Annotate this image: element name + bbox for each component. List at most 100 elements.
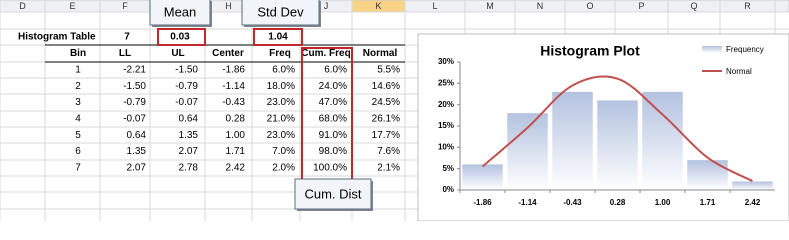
mean-value: 0.03 (170, 32, 190, 43)
table-cell: 23.0% (267, 130, 295, 141)
column-header: D (19, 1, 26, 11)
table-title: Histogram Table (18, 32, 96, 43)
table-header: UL (171, 48, 184, 59)
bin-count: 7 (124, 32, 130, 43)
line (481, 75, 753, 182)
cum-dist-callout-text: Cum. Dist (304, 186, 361, 201)
column-header: P (638, 1, 644, 11)
table-cell: 47.0% (319, 97, 347, 108)
table-cell: 5 (75, 130, 81, 141)
table-cell: -1.14 (222, 81, 245, 92)
table-cell: 0.28 (226, 114, 246, 125)
y-tick-label: 10% (438, 142, 454, 151)
bar (507, 113, 548, 190)
table-header: Freq (269, 48, 291, 59)
table-cell: 2 (75, 81, 81, 92)
x-tick-label: 1.00 (655, 198, 671, 207)
legend-label: Normal (726, 67, 752, 76)
x-tick-label: 2.42 (745, 198, 761, 207)
table-cell: -0.79 (175, 81, 198, 92)
table-cell: -2.21 (123, 65, 146, 76)
table-cell: 14.6% (372, 81, 400, 92)
legend-swatch (702, 46, 722, 53)
table-cell: 3 (75, 97, 81, 108)
table-header: Bin (70, 48, 86, 59)
table-cell: 98.0% (319, 146, 347, 157)
table-cell: 24.0% (319, 81, 347, 92)
table-cell: 2.42 (226, 162, 246, 173)
table-cell: -0.07 (175, 97, 198, 108)
y-tick-label: 30% (438, 57, 454, 66)
table-cell: 4 (75, 114, 81, 125)
mean-highlight (157, 28, 206, 46)
table-cell: 7 (75, 162, 81, 173)
table-cell: 2.0% (272, 162, 295, 173)
table-cell: 6 (75, 146, 81, 157)
table-cell: 1.35 (179, 130, 199, 141)
column-header: J (324, 1, 329, 11)
table-cell: 1.71 (226, 146, 246, 157)
table-cell: 0.64 (179, 114, 199, 125)
table-cell: -0.07 (123, 114, 146, 125)
y-tick-label: 20% (438, 100, 454, 109)
table-cell: -1.50 (123, 81, 146, 92)
column-header: M (486, 1, 494, 11)
spreadsheet-screenshot: D E F H J K L M N O P Q R Histogram Table 7 0.03 1.04 Bin… (0, 0, 789, 221)
table-header: Center (212, 48, 244, 59)
std-dev-value: 1.04 (268, 32, 288, 43)
table-cell: -0.43 (222, 97, 245, 108)
bar (687, 160, 728, 190)
column-header: L (432, 1, 437, 11)
table-header: Normal (363, 48, 398, 59)
table-cell: -1.50 (175, 65, 198, 76)
chart-title: Histogram Plot (540, 43, 640, 59)
y-tick-label: 5% (442, 164, 454, 173)
table-cell: 5.5% (377, 65, 400, 76)
table-cell: 24.5% (372, 97, 400, 108)
table-cell: -1.86 (222, 65, 245, 76)
table-cell: 1.00 (226, 130, 246, 141)
x-tick-label: -1.86 (473, 198, 492, 207)
table-cell: 100.0% (313, 162, 347, 173)
x-tick-label: -0.43 (563, 198, 582, 207)
table-cell: 7.0% (272, 146, 295, 157)
table-header: Cum. Freq (301, 48, 350, 59)
table-cell: 6.0% (272, 65, 295, 76)
table-cell: 2.07 (127, 162, 147, 173)
column-header: N (537, 1, 544, 11)
std-dev-highlight (253, 28, 303, 46)
table-cell: 2.1% (377, 162, 400, 173)
table-header: LL (119, 48, 131, 59)
bar (642, 91, 683, 190)
column-header: Q (690, 1, 697, 11)
table-cell: 21.0% (267, 114, 295, 125)
mean-callout (149, 0, 211, 26)
table-cell: 26.1% (372, 114, 400, 125)
table-cell: 91.0% (319, 130, 347, 141)
table-cell: 1 (75, 65, 81, 76)
y-tick-label: 0% (442, 185, 454, 194)
std-dev-callout-text: Std Dev (257, 4, 304, 19)
std-dev-callout (241, 0, 320, 26)
bar (552, 91, 593, 190)
table-cell: 18.0% (267, 81, 295, 92)
table-cell: 2.07 (179, 146, 199, 157)
column-header: K (375, 1, 381, 11)
table-cell: 6.0% (324, 65, 347, 76)
cum-dist-callout (294, 178, 372, 210)
chart: Histogram Plot 0% 5% 10% 15% 20% 25% 30% -1.86 -1… (417, 33, 789, 221)
table-cell: 17.7% (372, 130, 400, 141)
x-tick-label: 0.28 (610, 198, 626, 207)
bar (732, 181, 773, 190)
table-cell: 2.78 (179, 162, 199, 173)
y-tick-label: 25% (438, 78, 454, 87)
legend-label: Frequency (726, 45, 764, 54)
column-header: H (225, 1, 232, 11)
table-cell: 23.0% (267, 97, 295, 108)
column-header: O (586, 1, 593, 11)
table-cell: 1.35 (127, 146, 147, 157)
mean-callout-text: Mean (164, 4, 197, 19)
x-tick-label: 1.71 (700, 198, 716, 207)
table-cell: 0.64 (127, 130, 147, 141)
column-header: E (69, 1, 75, 11)
